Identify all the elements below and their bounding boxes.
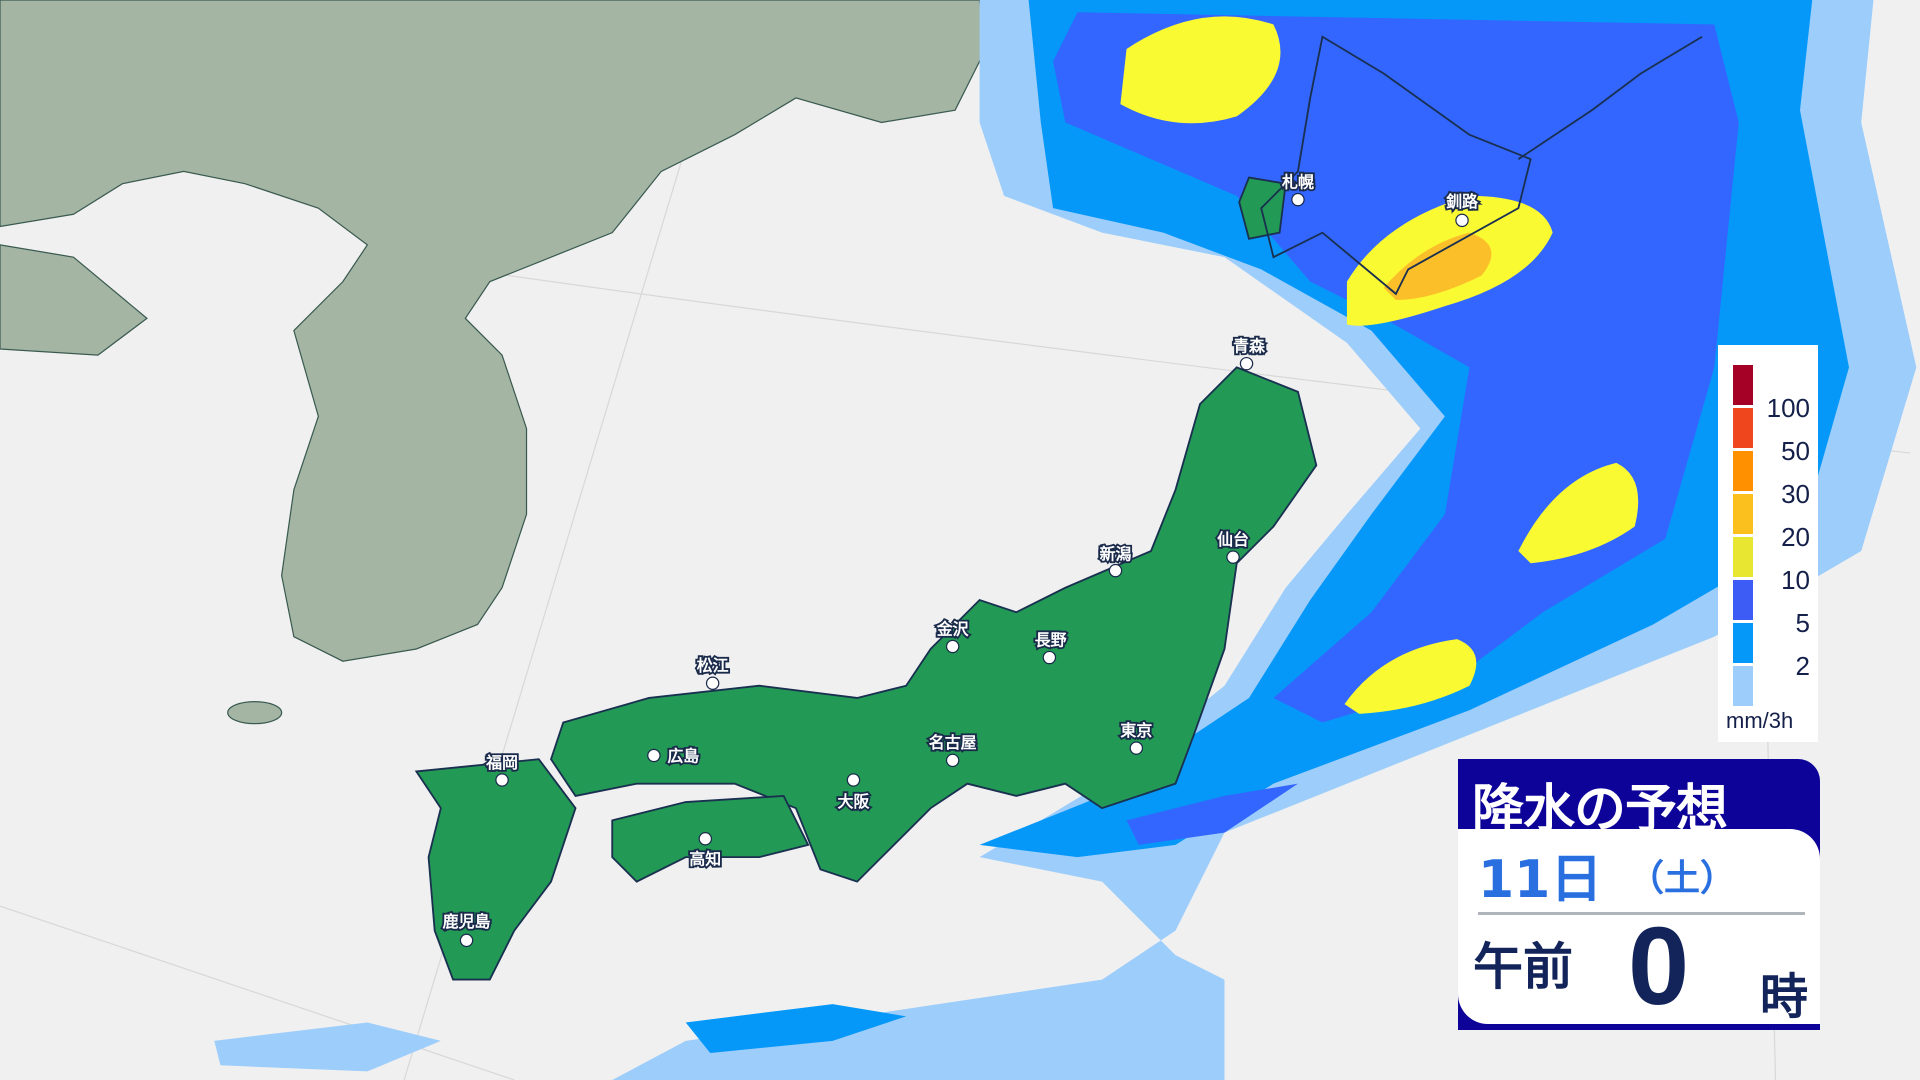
japan-land bbox=[414, 176, 1318, 981]
svg-text:福岡: 福岡 bbox=[485, 753, 518, 772]
svg-text:札幌: 札幌 bbox=[1281, 172, 1314, 191]
divider bbox=[1478, 912, 1805, 915]
honshu bbox=[550, 366, 1318, 883]
legend-label: 30 bbox=[1781, 479, 1810, 509]
forecast-time-panel: 降水の予想 11日 （土） 午前 0 時 bbox=[1458, 759, 1820, 1030]
legend-swatch-30 bbox=[1733, 451, 1753, 491]
forecast-day-of-week: （土） bbox=[1628, 858, 1737, 899]
legend-swatch-10 bbox=[1733, 537, 1753, 577]
legend-swatch-5 bbox=[1733, 580, 1753, 620]
city-markers: 札幌 釧路 青森 仙台 新潟 金沢 長野 松江 福岡 広島 名古屋 東京 大阪 … bbox=[441, 171, 1481, 948]
city-hiroshima: 広島 bbox=[647, 745, 701, 767]
legend-swatch-50 bbox=[1733, 408, 1753, 448]
forecast-date: 11日 bbox=[1478, 850, 1603, 910]
svg-text:新潟: 新潟 bbox=[1100, 545, 1132, 564]
legend-swatch-100 bbox=[1733, 365, 1753, 405]
city-tokyo: 東京 bbox=[1119, 719, 1154, 755]
legend-label: 100 bbox=[1766, 393, 1810, 423]
svg-text:広島: 広島 bbox=[667, 747, 699, 766]
legend-label: 20 bbox=[1781, 522, 1810, 552]
continent bbox=[0, 0, 987, 725]
city-osaka: 大阪 bbox=[836, 773, 871, 813]
forecast-time-box: 11日 （土） 午前 0 時 bbox=[1458, 829, 1820, 1028]
city-kushiro: 釧路 bbox=[1444, 190, 1481, 228]
city-matsue: 松江 bbox=[695, 654, 730, 690]
city-nagano: 長野 bbox=[1033, 628, 1068, 665]
kyushu bbox=[414, 758, 577, 981]
svg-text:長野: 長野 bbox=[1035, 630, 1067, 649]
legend-label: 50 bbox=[1781, 436, 1810, 466]
city-fukuoka: 福岡 bbox=[483, 751, 520, 787]
legend-swatch-2 bbox=[1733, 623, 1753, 663]
city-sapporo: 札幌 bbox=[1279, 171, 1316, 207]
svg-text:釧路: 釧路 bbox=[1446, 192, 1479, 211]
svg-text:青森: 青森 bbox=[1233, 336, 1266, 355]
forecast-hour: 0 bbox=[1628, 905, 1690, 1028]
svg-text:大阪: 大阪 bbox=[838, 792, 870, 811]
precipitation-legend: 100 50 30 20 10 5 2 mm/3h bbox=[1718, 345, 1818, 742]
legend-swatch-20 bbox=[1733, 494, 1753, 534]
forecast-ampm: 午前 bbox=[1473, 938, 1573, 996]
city-kochi: 高知 bbox=[688, 832, 723, 870]
city-sendai: 仙台 bbox=[1215, 528, 1251, 564]
forecast-hour-suffix: 時 bbox=[1760, 969, 1809, 1025]
svg-text:仙台: 仙台 bbox=[1217, 530, 1249, 549]
city-aomori: 青森 bbox=[1231, 335, 1268, 371]
city-niigata: 新潟 bbox=[1098, 543, 1133, 578]
city-kanazawa: 金沢 bbox=[934, 617, 971, 654]
legend-swatch-min bbox=[1733, 666, 1753, 706]
svg-text:松江: 松江 bbox=[697, 656, 729, 675]
svg-text:金沢: 金沢 bbox=[936, 619, 970, 638]
hokkaido-outline bbox=[1260, 35, 1532, 296]
city-kagoshima: 鹿児島 bbox=[441, 910, 492, 948]
kuril-outline bbox=[1517, 35, 1703, 160]
legend-label: 5 bbox=[1795, 608, 1810, 638]
legend-label: 2 bbox=[1795, 651, 1810, 681]
svg-text:高知: 高知 bbox=[689, 849, 721, 868]
legend-label: 10 bbox=[1781, 565, 1810, 595]
city-nagoya: 名古屋 bbox=[927, 731, 978, 768]
precipitation-areas bbox=[214, 0, 1917, 1080]
legend-unit: mm/3h bbox=[1726, 708, 1794, 733]
svg-text:鹿児島: 鹿児島 bbox=[443, 912, 491, 931]
svg-text:東京: 東京 bbox=[1120, 721, 1152, 740]
svg-text:名古屋: 名古屋 bbox=[929, 733, 977, 752]
